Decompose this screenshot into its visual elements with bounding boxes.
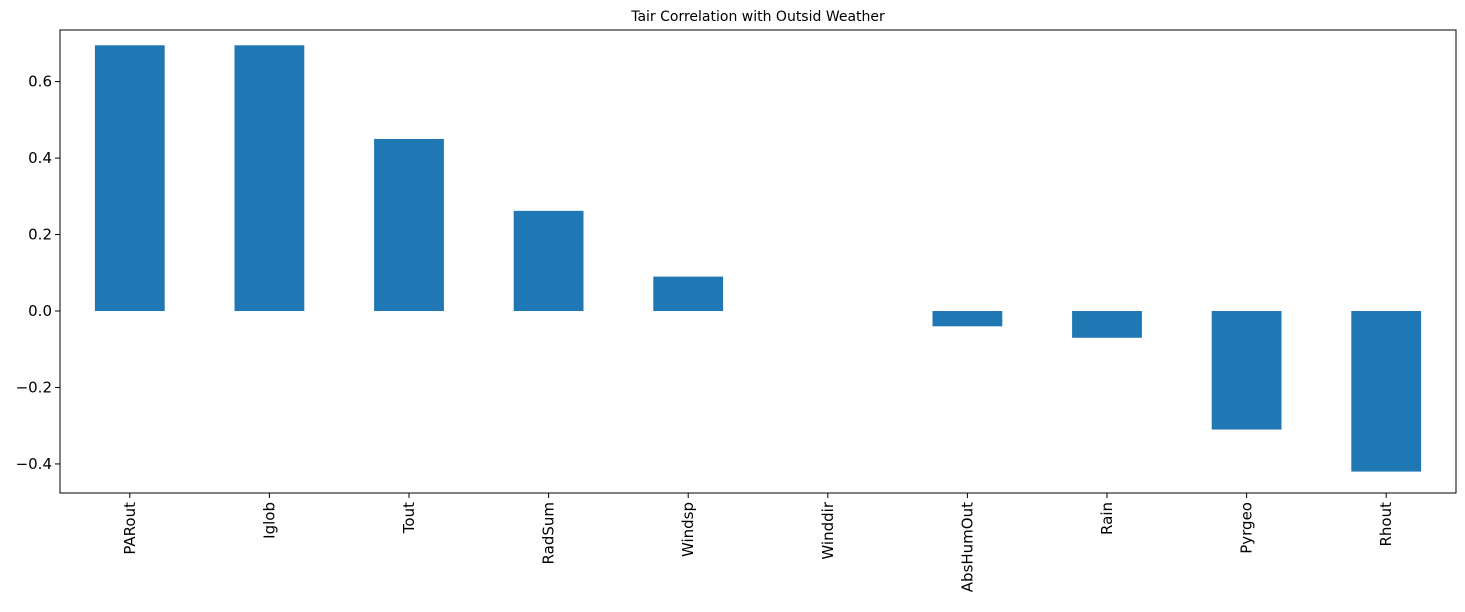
chart-title: Tair Correlation with Outsid Weather xyxy=(630,9,885,25)
x-tick-label-abshumout: AbsHumOut xyxy=(958,502,976,592)
bar-radsum xyxy=(513,210,584,312)
bar-parout xyxy=(94,45,165,312)
plot-frame xyxy=(59,29,1457,494)
y-tick-label: 0.2 xyxy=(28,226,52,244)
y-tick-label: −0.2 xyxy=(16,378,52,396)
y-tick-label: 0.0 xyxy=(28,302,52,320)
x-tick-label-rain: Rain xyxy=(1098,502,1116,535)
x-tick-label-windsp: Windsp xyxy=(679,502,697,557)
x-tick-label-parout: PARout xyxy=(121,502,139,555)
y-tick-label: 0.4 xyxy=(28,149,52,167)
x-tick-label-tout: Tout xyxy=(400,502,418,534)
bar-iglob xyxy=(234,45,305,312)
y-tick-label: 0.6 xyxy=(28,73,52,91)
bar-abshumout xyxy=(932,311,1003,327)
y-axis: −0.4 −0.2 0.0 0.2 0.4 0.6 xyxy=(16,73,60,473)
bar-windsp xyxy=(653,276,724,312)
bar-tout xyxy=(374,138,444,312)
y-tick-label: −0.4 xyxy=(16,455,52,473)
x-tick-label-radsum: RadSum xyxy=(540,502,558,564)
bar-rain xyxy=(1072,311,1142,338)
bars-layer xyxy=(94,45,1422,472)
x-tick-label-pyrgeo: Pyrgeo xyxy=(1238,502,1256,554)
x-tick-label-rhout: Rhout xyxy=(1377,502,1395,547)
x-axis: PARout Iglob Tout RadSum Windsp Winddir AbsHum… xyxy=(121,493,1395,592)
x-tick-label-iglob: Iglob xyxy=(260,502,278,539)
x-tick-label-winddir: Winddir xyxy=(819,501,837,559)
bar-rhout xyxy=(1351,311,1422,472)
bar-pyrgeo xyxy=(1211,311,1282,430)
